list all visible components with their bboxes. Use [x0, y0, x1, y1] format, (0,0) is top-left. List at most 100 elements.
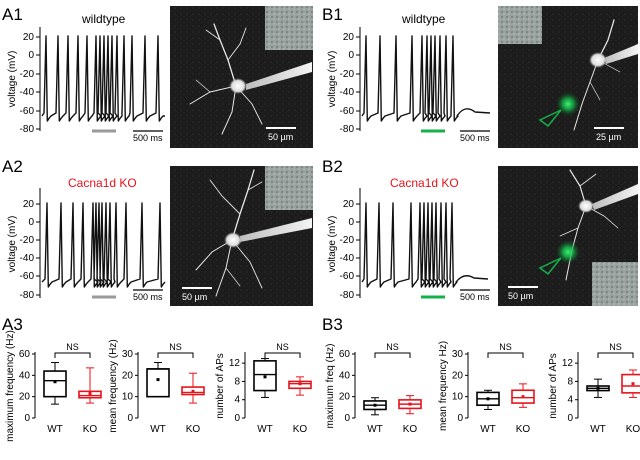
- panel-label-b2: B2: [322, 157, 343, 176]
- mean-marker: [298, 382, 302, 386]
- box-wt: [363, 397, 387, 416]
- tick-m40: -40: [20, 87, 35, 98]
- tick-m20: -20: [340, 235, 355, 246]
- tick-m60: -60: [20, 106, 35, 117]
- tick-m20: -20: [340, 69, 355, 80]
- box-wt: [146, 362, 170, 398]
- dic-inset-b2: [592, 262, 638, 306]
- y-tick-label: 20: [452, 370, 464, 381]
- uncaging-cone-icon: [538, 109, 562, 128]
- y-tick-label: 20: [19, 392, 31, 403]
- box-iqr: [621, 373, 640, 394]
- panel-label-a2: A2: [2, 157, 23, 176]
- y-tick-label: 0: [234, 413, 240, 424]
- x-category-label: WT: [367, 424, 383, 435]
- micrograph-b2: 50 µm: [498, 166, 638, 306]
- tick-m60: -60: [340, 106, 355, 117]
- uncaging-spot-b1: [556, 92, 580, 116]
- significance-label: NS: [609, 342, 622, 352]
- tick-m80: -80: [20, 290, 35, 301]
- box-wt: [476, 389, 500, 410]
- box-ko: [181, 372, 205, 404]
- tick-m80: -80: [340, 124, 355, 135]
- ylabel-voltage-b2: voltage (mV): [327, 216, 338, 273]
- y-tick-label: 10: [452, 392, 464, 403]
- panel-label-b1: B1: [322, 5, 343, 24]
- significance-label: NS: [499, 342, 512, 352]
- box-wt: [586, 378, 610, 398]
- y-tick-label: 4: [567, 395, 573, 406]
- y-tick-label: 30: [452, 349, 464, 360]
- x-category-label: KO: [403, 424, 418, 435]
- voltage-trace-a2: [41, 202, 166, 288]
- tick-m80: -80: [340, 290, 355, 301]
- box-wt: [43, 362, 67, 405]
- scalebar-label-a2: 50 µm: [182, 292, 207, 302]
- dic-inset-a1: [265, 6, 313, 50]
- tick-m40: -40: [20, 253, 35, 264]
- tick-0: 0: [28, 217, 34, 228]
- mean-marker: [156, 378, 160, 382]
- y-tick-label: 0: [567, 413, 573, 424]
- ylabel-voltage-a2: voltage (mV): [7, 216, 18, 273]
- trace-axis-a1: 20 0 -20 -40 -60 -80 voltage (mV): [7, 27, 41, 135]
- tick-20: 20: [343, 199, 355, 210]
- x-category-label: KO: [516, 424, 531, 435]
- mean-marker: [521, 395, 525, 399]
- box-ko: [288, 376, 312, 396]
- y-tick-label: 60: [339, 349, 351, 360]
- micrograph-a1: 50 µm: [170, 6, 313, 148]
- y-tick-label: 4: [234, 395, 240, 406]
- y-tick-label: 8: [567, 376, 573, 387]
- scalebar-label-b2: 50 µm: [508, 291, 533, 301]
- dic-inset-b1: [498, 6, 542, 44]
- x-category-label: WT: [47, 424, 63, 435]
- condition-wildtype-a1: wildtype: [81, 12, 126, 26]
- trace-axis-a2: 20 0 -20 -40 -60 -80 voltage (mV): [7, 188, 41, 301]
- y-axis-label: maximum frequency (Hz): [5, 330, 16, 442]
- tick-m80: -80: [20, 124, 35, 135]
- tick-0: 0: [348, 217, 354, 228]
- uncaging-spot-b2: [556, 240, 580, 264]
- micrograph-b1: 25 µm: [498, 6, 638, 148]
- condition-ko-b2: Cacna1d KO: [390, 176, 459, 190]
- x-category-label: KO: [626, 424, 640, 435]
- box-ko: [78, 367, 102, 404]
- mean-marker: [373, 403, 377, 407]
- tick-m20: -20: [20, 69, 35, 80]
- tick-m60: -60: [340, 271, 355, 282]
- y-tick-label: 0: [127, 413, 133, 424]
- y-tick-label: 20: [339, 392, 351, 403]
- tick-0: 0: [28, 50, 34, 61]
- y-axis-label: mean frequency Hz): [438, 341, 449, 431]
- x-category-label: KO: [293, 424, 308, 435]
- mean-marker: [596, 386, 600, 390]
- mean-marker: [486, 397, 490, 401]
- box-iqr: [43, 370, 67, 398]
- mean-marker: [88, 391, 92, 395]
- voltage-trace-b2: [361, 202, 489, 288]
- tick-m60: -60: [20, 271, 35, 282]
- x-category-label: WT: [150, 424, 166, 435]
- mean-marker: [263, 375, 267, 379]
- tick-20: 20: [343, 32, 355, 43]
- significance-bracket: [487, 352, 524, 358]
- x-category-label: WT: [480, 424, 496, 435]
- significance-bracket: [374, 352, 411, 358]
- significance-label: NS: [169, 342, 182, 352]
- scalebar-label-a1: 50 µm: [268, 132, 293, 142]
- tick-20: 20: [23, 199, 35, 210]
- significance-bracket: [264, 352, 301, 358]
- mean-marker: [631, 382, 635, 386]
- y-tick-label: 12: [229, 358, 241, 369]
- micrograph-a2: 50 µm: [170, 166, 313, 306]
- trace-axis-b1: 20 0 -20 -40 -60 -80 voltage (mV): [327, 27, 361, 135]
- y-tick-label: 20: [122, 370, 134, 381]
